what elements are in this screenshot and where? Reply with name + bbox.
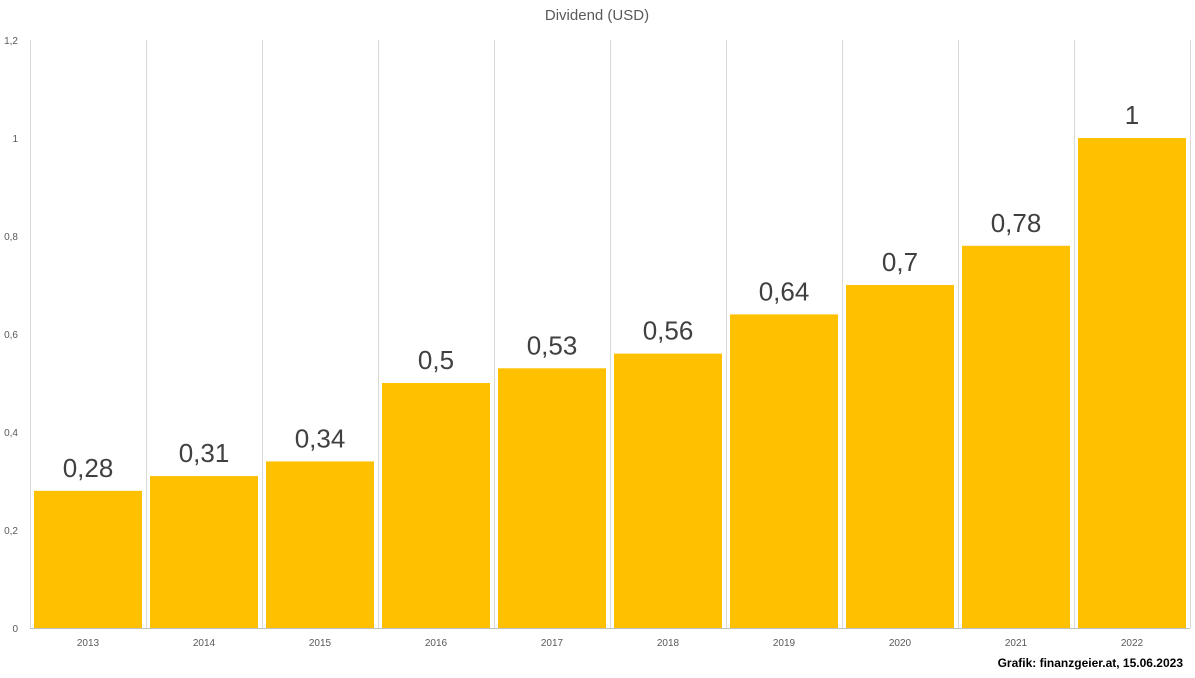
- y-tick-label: 1: [12, 134, 18, 145]
- data-label-2014: 0,31: [179, 438, 230, 468]
- bar-2021: [962, 245, 1070, 629]
- data-label-2017: 0,53: [527, 330, 578, 360]
- data-label-2015: 0,34: [295, 423, 346, 453]
- x-axis-ticks: 2013 2014 2015 2016 2017 2018 2019 2020 2021 2022: [77, 638, 1144, 649]
- data-label-2018: 0,56: [643, 316, 694, 346]
- bar-2016: [382, 383, 490, 628]
- x-tick-label: 2015: [309, 638, 332, 649]
- y-tick-label: 0: [12, 624, 18, 635]
- bar-2017: [498, 368, 606, 628]
- bar-2018: [614, 353, 722, 628]
- data-label-2016: 0,5: [418, 345, 454, 375]
- x-tick-label: 2022: [1121, 638, 1144, 649]
- x-tick-label: 2019: [773, 638, 796, 649]
- bar-2022: [1078, 138, 1186, 628]
- bar-2019: [730, 314, 838, 628]
- x-tick-label: 2016: [425, 638, 448, 649]
- y-tick-label: 0,6: [4, 330, 18, 341]
- x-tick-label: 2017: [541, 638, 564, 649]
- y-tick-label: 0,4: [4, 428, 18, 439]
- data-label-2021: 0,78: [991, 208, 1042, 238]
- data-labels: 0,28 0,31 0,34 0,5 0,53 0,56 0,64 0,7 0,78 1: [63, 100, 1140, 483]
- chart-title: Dividend (USD): [545, 7, 649, 24]
- grid-lines: [30, 40, 1191, 628]
- bar-2015: [266, 461, 374, 628]
- x-tick-label: 2014: [193, 638, 216, 649]
- x-tick-label: 2021: [1005, 638, 1028, 649]
- source-credit: Grafik: finanzgeier.at, 15.06.2023: [998, 656, 1184, 670]
- x-tick-label: 2013: [77, 638, 100, 649]
- y-tick-label: 1,2: [4, 36, 18, 47]
- y-tick-label: 0,8: [4, 232, 18, 243]
- data-label-2020: 0,7: [882, 247, 918, 277]
- data-label-2019: 0,64: [759, 276, 810, 306]
- x-tick-label: 2020: [889, 638, 912, 649]
- bar-2013: [34, 490, 142, 628]
- y-axis-ticks: 0 0,2 0,4 0,6 0,8 1 1,2: [4, 36, 18, 635]
- x-tick-label: 2018: [657, 638, 680, 649]
- y-tick-label: 0,2: [4, 526, 18, 537]
- data-label-2013: 0,28: [63, 453, 114, 483]
- bar-2014: [150, 476, 258, 628]
- data-label-2022: 1: [1125, 100, 1139, 130]
- bars: [34, 138, 1186, 629]
- bar-2020: [846, 285, 954, 628]
